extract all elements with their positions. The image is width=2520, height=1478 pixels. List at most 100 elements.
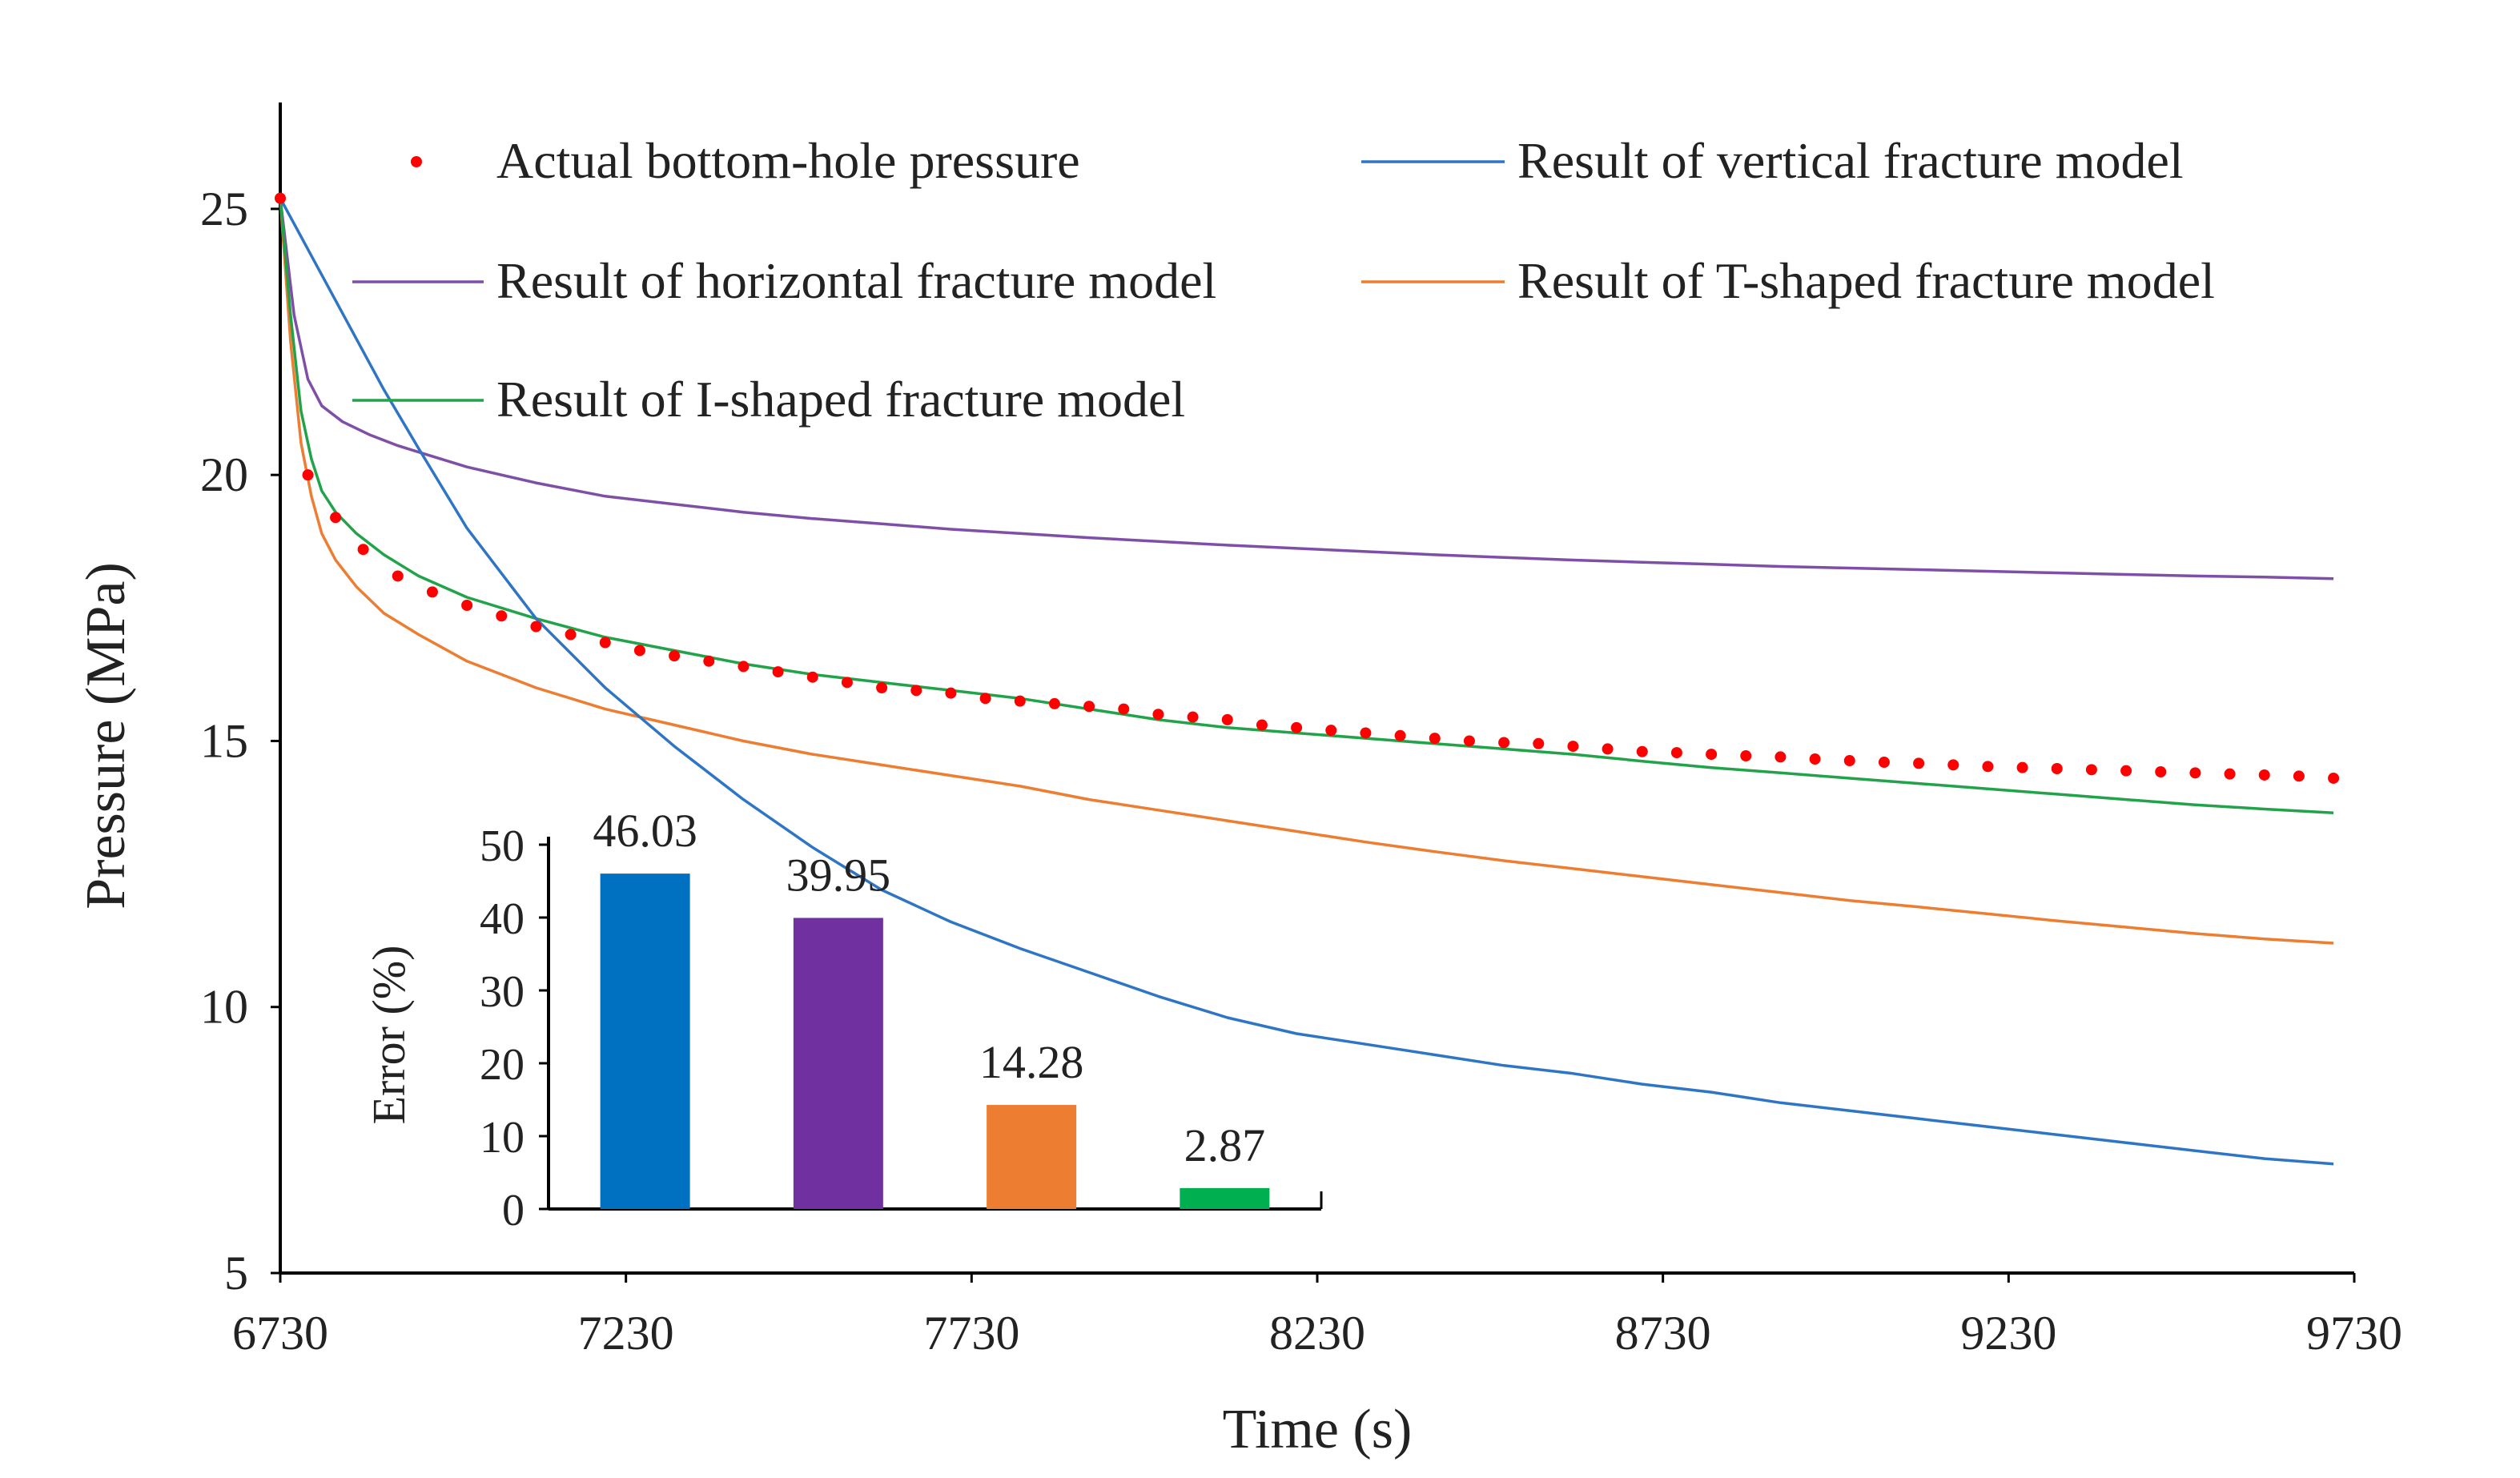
bar-value-label: 46.03	[593, 805, 697, 857]
data-point	[1982, 761, 1994, 773]
data-point	[1083, 701, 1095, 713]
x-tick-label: 7730	[923, 1307, 1019, 1360]
main-axes: 5 10 15 20 25 6730 7230 7730 8230 8730 9230 9730 Tim…	[75, 102, 2402, 1460]
y-tick-label: 25	[200, 183, 248, 235]
data-point	[1670, 747, 1682, 759]
data-point	[1463, 735, 1475, 747]
data-point	[1291, 721, 1303, 733]
y-tick-label: 15	[200, 714, 248, 767]
data-point	[1048, 697, 1060, 709]
main-plot-area	[275, 192, 2340, 1166]
inset-y-tick-label: 50	[480, 821, 524, 871]
inset-y-tick-label: 30	[480, 967, 524, 1017]
data-point	[1221, 713, 1233, 725]
data-point	[1394, 729, 1406, 741]
data-point	[2085, 764, 2097, 776]
data-point	[738, 661, 750, 673]
data-point	[565, 629, 577, 641]
y-tick-label: 20	[200, 448, 248, 501]
data-point	[772, 666, 784, 678]
data-point	[2051, 763, 2063, 775]
data-point	[599, 637, 611, 649]
data-point	[2293, 770, 2305, 782]
data-point	[302, 469, 314, 481]
y-tick-label: 10	[200, 981, 248, 1034]
data-point	[1636, 745, 1648, 757]
data-point	[2155, 765, 2167, 777]
data-point	[806, 671, 818, 683]
error-bar-horizontal	[793, 918, 883, 1209]
legend-label: Result of vertical fracture model	[1517, 132, 2184, 189]
data-point	[1429, 733, 1441, 745]
data-point	[1947, 759, 1959, 771]
data-point	[426, 586, 438, 598]
legend-label: Result of I-shaped fracture model	[496, 371, 1185, 428]
data-point	[633, 645, 645, 657]
inset-y-tick-label: 20	[480, 1040, 524, 1090]
inset-y-tick-label: 0	[502, 1186, 524, 1235]
error-bar-t-shaped	[987, 1105, 1077, 1209]
bar-value-label: 14.28	[979, 1036, 1084, 1088]
data-point	[1325, 725, 1337, 737]
data-point	[841, 677, 853, 689]
data-point	[1706, 749, 1718, 761]
y-tick-label: 5	[224, 1247, 248, 1299]
data-point	[2189, 767, 2201, 779]
data-point	[530, 621, 542, 633]
x-axis-title: Time (s)	[1223, 1399, 1413, 1460]
data-point	[2224, 768, 2236, 780]
bar-value-label: 2.87	[1184, 1119, 1266, 1171]
y-axis-title: Pressure (MPa)	[75, 562, 137, 910]
data-point	[275, 192, 286, 204]
data-point	[461, 599, 473, 611]
error-bar-i-shaped	[1180, 1187, 1270, 1209]
x-tick-label: 6730	[232, 1307, 328, 1360]
x-tick-label: 9730	[2306, 1307, 2402, 1360]
data-point	[945, 687, 957, 699]
data-point	[910, 685, 922, 697]
data-point	[1809, 753, 1821, 765]
bar-value-label: 39.95	[786, 849, 891, 901]
error-bar-vertical	[600, 874, 690, 1209]
data-point	[876, 682, 888, 693]
legend-label: Actual bottom-hole pressure	[496, 132, 1080, 189]
data-point	[1913, 757, 1925, 769]
data-point	[496, 610, 508, 622]
data-point	[1740, 750, 1752, 762]
data-point	[357, 544, 369, 556]
data-point	[1878, 757, 1890, 769]
data-point	[1843, 755, 1855, 767]
data-point	[1187, 711, 1199, 723]
x-tick-label: 7230	[578, 1307, 674, 1360]
data-point	[1774, 751, 1787, 763]
data-point	[1152, 709, 1164, 721]
data-point	[2016, 761, 2028, 773]
data-point	[1014, 695, 1026, 707]
data-point	[2120, 765, 2132, 777]
inset-y-tick-label: 40	[480, 894, 524, 944]
data-point	[979, 693, 991, 705]
data-point	[330, 512, 342, 524]
series-line-result-of-horizontal-fracture-model	[279, 198, 2334, 580]
series-actual-bottom-hole-pressure	[275, 192, 2340, 784]
legend-label: Result of horizontal fracture model	[496, 252, 1216, 309]
inset-y-tick-label: 10	[480, 1113, 524, 1163]
legend: Actual bottom-hole pressure Result of ver…	[352, 132, 2215, 428]
series-line-result-of-vertical-fracture-model	[279, 197, 2334, 1166]
legend-label: Result of T-shaped fracture model	[1517, 252, 2215, 309]
error-inset-chart: 0 10 20 30 40 50 Error (%) 46.03 39.95 14.28 2.87	[363, 805, 1323, 1235]
x-tick-label: 8730	[1615, 1307, 1711, 1360]
data-point	[1360, 727, 1372, 739]
x-tick-label: 8230	[1269, 1307, 1365, 1360]
data-point	[2328, 772, 2340, 784]
legend-marker-dot	[411, 156, 422, 167]
data-point	[1256, 719, 1268, 731]
data-point	[1567, 741, 1579, 753]
data-point	[392, 570, 404, 582]
series-line-result-of-t-shaped-fracture-model	[279, 198, 2334, 945]
data-point	[2258, 769, 2270, 781]
data-point	[703, 655, 715, 667]
data-point	[1602, 743, 1614, 755]
inset-y-axis-title: Error (%)	[363, 946, 415, 1125]
